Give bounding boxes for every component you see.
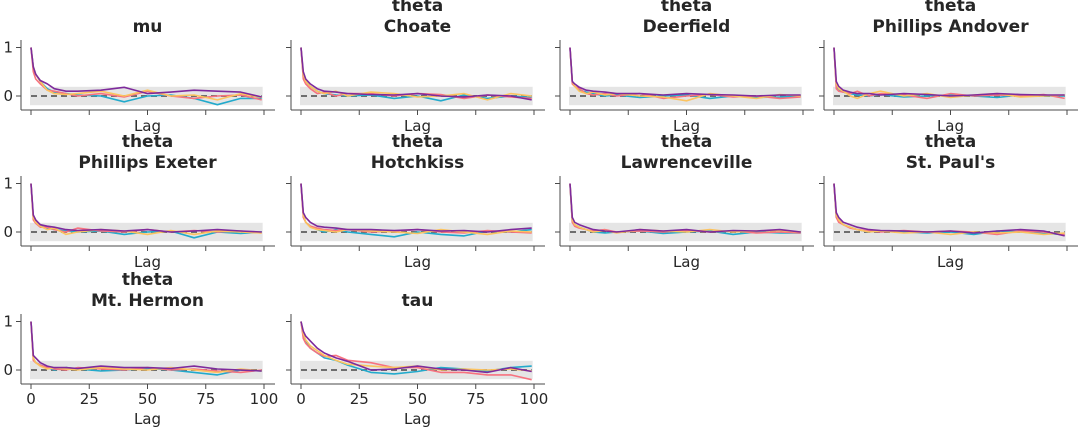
panel-title: theta xyxy=(392,0,443,16)
panel-mu: 1 0 Lag mu xyxy=(3,17,275,135)
chain-3-autocorr-line xyxy=(30,47,262,98)
x-tick-label: 50 xyxy=(408,390,427,408)
panel-title: tau xyxy=(402,291,434,311)
chain-3-autocorr-line xyxy=(300,183,532,233)
x-tick-label: 50 xyxy=(138,390,157,408)
chain-3-autocorr-line xyxy=(569,47,801,97)
panel-title: theta xyxy=(925,132,976,152)
y-tick-label: 1 xyxy=(3,313,13,331)
y-tick-label: 0 xyxy=(3,361,13,379)
panel-title: theta xyxy=(661,0,712,16)
chain-3-autocorr-line xyxy=(30,321,262,372)
chain-3-autocorr-line xyxy=(833,183,1065,237)
x-axis-label: Lag xyxy=(937,253,964,271)
y-tick-label: 0 xyxy=(3,223,13,241)
chain-3-autocorr-line xyxy=(833,47,1065,97)
chain-3-autocorr-line xyxy=(300,321,532,374)
x-tick-label: 25 xyxy=(350,390,369,408)
chain-2-autocorr-line xyxy=(569,47,801,102)
panel-title: Phillips Andover xyxy=(872,17,1029,37)
x-tick-label: 0 xyxy=(26,390,36,408)
y-tick-label: 0 xyxy=(3,87,13,105)
y-tick-label: 1 xyxy=(3,39,13,57)
chain-3-autocorr-line xyxy=(30,183,262,233)
x-axis-label: Lag xyxy=(404,410,431,428)
chain-2-autocorr-line xyxy=(30,321,262,374)
chain-2-autocorr-line xyxy=(833,183,1065,236)
x-tick-label: 75 xyxy=(466,390,485,408)
panel-title: Lawrenceville xyxy=(621,153,753,173)
x-axis-label: Lag xyxy=(134,410,161,428)
panel-title: Hotchkiss xyxy=(371,153,465,173)
x-tick-label: 100 xyxy=(520,390,549,408)
x-tick-label: 75 xyxy=(196,390,215,408)
x-axis-label: Lag xyxy=(404,117,431,135)
x-tick-label: 0 xyxy=(296,390,306,408)
panel-title: Deerfield xyxy=(643,17,731,37)
chain-3-autocorr-line xyxy=(300,47,532,101)
x-axis-label: Lag xyxy=(673,117,700,135)
panel-title: Choate xyxy=(384,17,451,37)
panel-title: theta xyxy=(122,132,173,152)
panel-tau: 0 25 50 75 100 Lag tau xyxy=(286,291,548,428)
panel-title: theta xyxy=(122,270,173,290)
panel-title: mu xyxy=(133,17,163,37)
x-axis-label: Lag xyxy=(134,117,161,135)
panel-title: Mt. Hermon xyxy=(91,291,204,311)
chain-1-autocorr-line xyxy=(300,321,532,381)
panel-title: Phillips Exeter xyxy=(78,153,217,173)
panel-title: theta xyxy=(925,0,976,16)
panel-title: St. Paul's xyxy=(906,153,995,173)
x-axis-label: Lag xyxy=(134,253,161,271)
x-tick-label: 25 xyxy=(80,390,99,408)
y-tick-label: 1 xyxy=(3,175,13,193)
x-axis-label: Lag xyxy=(404,253,431,271)
panel-title: theta xyxy=(661,132,712,152)
chain-3-autocorr-line xyxy=(569,183,801,233)
x-axis-label: Lag xyxy=(937,117,964,135)
x-tick-label: 100 xyxy=(250,390,279,408)
x-axis-label: Lag xyxy=(673,253,700,271)
panel-title: theta xyxy=(392,132,443,152)
